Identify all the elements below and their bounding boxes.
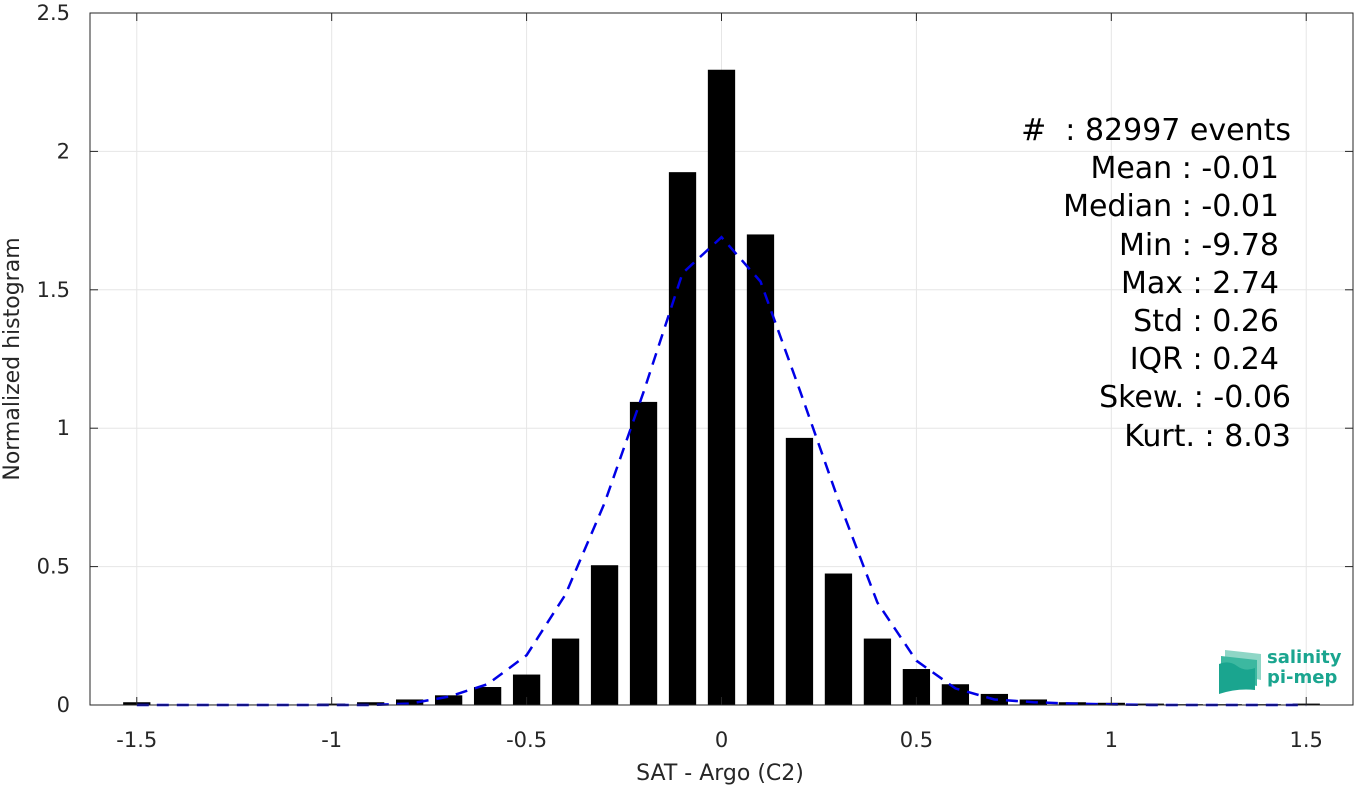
histogram-bar (824, 573, 853, 705)
stats-median: Median : -0.01 (1063, 189, 1279, 225)
histogram-bar (629, 401, 658, 705)
histogram-bar (707, 69, 736, 705)
histogram-bar (551, 638, 580, 705)
histogram-bar (357, 702, 385, 705)
histogram-bar (590, 565, 619, 705)
histogram-bar (746, 234, 775, 705)
y-axis-label: Normalized histogram (0, 237, 25, 480)
stats-skew: Skew. : -0.06 (1099, 380, 1291, 416)
stats-min: Min : -9.78 (1118, 227, 1279, 263)
stats-events: # : 82997 events (1021, 113, 1291, 148)
stats-kurt: Kurt. : 8.03 (1124, 418, 1291, 454)
waves-icon (1219, 650, 1261, 694)
y-tick-label: 0.5 (37, 555, 70, 579)
histogram-bar (473, 687, 502, 705)
y-tick-label: 1.5 (37, 278, 70, 302)
x-tick-label: 0 (715, 728, 728, 752)
histogram-bar (785, 437, 814, 705)
stats-std: Std : 0.26 (1133, 304, 1279, 340)
y-tick-label: 0 (57, 693, 70, 717)
stats-panel: # : 82997 events Mean : -0.01 Median : -… (1021, 112, 1291, 456)
x-tick-label: -1 (321, 728, 342, 752)
x-tick-label: -1.5 (116, 728, 157, 752)
logo-line1: salinity (1267, 647, 1342, 668)
histogram-bar (396, 699, 424, 705)
y-tick-label: 2 (57, 139, 70, 163)
y-tick-label: 1 (57, 416, 70, 440)
stats-iqr: IQR : 0.24 (1129, 342, 1279, 378)
histogram-bar (941, 684, 970, 705)
y-tick-label: 2.5 (37, 1, 70, 25)
x-axis-ticks: -1.5 -1 -0.5 0 0.5 1 1.5 (116, 13, 1323, 752)
stats-max: Max : 2.74 (1121, 265, 1279, 301)
x-tick-label: -0.5 (506, 728, 547, 752)
x-tick-label: 1.5 (1290, 728, 1323, 752)
y-axis-ticks: 0 0.5 1 1.5 2 2.5 (37, 1, 1353, 717)
histogram-bars (123, 69, 1320, 705)
salinity-pimep-logo: salinity pi-mep (1217, 646, 1347, 696)
logo-line2: pi-mep (1267, 667, 1338, 688)
stats-mean: Mean : -0.01 (1090, 151, 1279, 187)
histogram-bar (668, 172, 697, 705)
histogram-bar (434, 695, 463, 705)
x-tick-label: 1 (1105, 728, 1118, 752)
histogram-bar (863, 638, 892, 705)
x-axis-label: SAT - Argo (C2) (636, 761, 804, 786)
x-tick-label: 0.5 (900, 728, 933, 752)
